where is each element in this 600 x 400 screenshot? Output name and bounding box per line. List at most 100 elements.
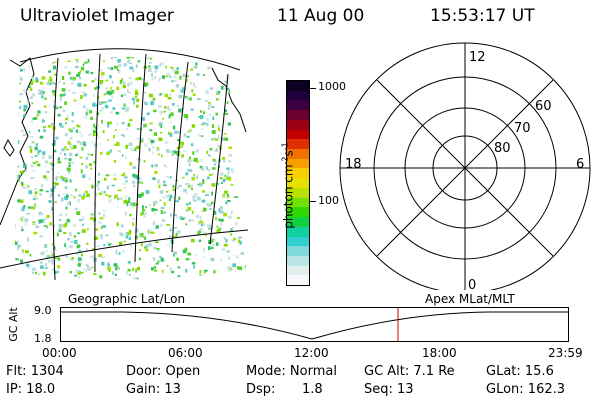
image-pixel (38, 129, 40, 132)
image-pixel (244, 264, 246, 269)
image-pixel (92, 133, 96, 137)
image-pixel (162, 202, 165, 206)
flight-number: Flt: 1304 (6, 364, 64, 379)
image-pixel (80, 169, 83, 174)
image-pixel (77, 259, 80, 262)
image-pixel (181, 145, 184, 148)
image-pixel (202, 231, 207, 234)
image-pixel (30, 120, 34, 124)
image-pixel (81, 147, 84, 151)
image-pixel (165, 149, 170, 153)
image-pixel (94, 126, 98, 129)
image-pixel (145, 244, 150, 248)
image-pixel (113, 159, 117, 163)
image-pixel (154, 48, 157, 50)
image-pixel (30, 277, 33, 280)
image-pixel (122, 81, 126, 84)
image-pixel (125, 235, 128, 239)
image-pixel (81, 195, 85, 200)
image-pixel (243, 48, 247, 51)
image-pixel (218, 218, 220, 221)
image-pixel (219, 172, 224, 176)
image-pixel (222, 283, 224, 285)
image-pixel (44, 263, 47, 267)
image-pixel (121, 78, 123, 82)
image-pixel (165, 194, 170, 198)
image-pixel (197, 52, 200, 55)
image-pixel (172, 184, 175, 188)
image-pixel (227, 256, 231, 260)
lon-grid-line (134, 53, 147, 263)
image-pixel (132, 166, 136, 169)
image-pixel (114, 129, 117, 131)
image-pixel (227, 87, 230, 91)
image-pixel (99, 217, 104, 220)
image-pixel (64, 50, 67, 52)
image-pixel (154, 269, 158, 272)
image-pixel (220, 207, 223, 211)
colorbar-swatch (287, 197, 309, 208)
image-pixel (175, 232, 178, 237)
image-pixel (143, 246, 147, 249)
image-pixel (193, 265, 195, 269)
image-pixel (128, 197, 131, 202)
image-pixel (212, 167, 216, 170)
image-pixel (97, 180, 100, 184)
image-pixel (139, 233, 144, 237)
image-pixel (58, 194, 60, 197)
image-pixel (130, 281, 132, 284)
image-pixel (211, 138, 214, 141)
image-pixel (237, 72, 240, 77)
image-pixel (219, 129, 222, 132)
image-pixel (21, 181, 24, 185)
image-pixel (106, 151, 110, 155)
image-pixel (137, 193, 142, 198)
image-pixel (57, 257, 61, 261)
image-pixel (127, 261, 131, 264)
image-pixel (238, 82, 242, 85)
image-pixel (106, 241, 110, 244)
image-pixel (148, 204, 152, 206)
image-pixel (165, 65, 167, 69)
image-pixel (31, 102, 34, 105)
image-pixel (200, 274, 205, 278)
image-pixel (51, 207, 54, 211)
image-pixel (30, 278, 33, 280)
image-pixel (211, 105, 215, 109)
image-pixel (139, 140, 144, 143)
image-pixel (239, 52, 242, 56)
image-pixel (159, 255, 162, 259)
image-pixel (78, 198, 81, 201)
image-pixel (202, 122, 206, 124)
image-pixel (49, 48, 52, 50)
image-pixel (136, 137, 140, 140)
image-pixel (65, 246, 69, 250)
image-pixel (81, 253, 83, 257)
image-pixel (136, 98, 140, 102)
image-pixel (132, 180, 136, 184)
image-pixel (244, 179, 246, 182)
image-pixel (28, 131, 31, 133)
image-pixel (232, 227, 234, 230)
image-pixel (207, 176, 210, 180)
image-pixel (122, 93, 127, 96)
image-pixel (240, 194, 243, 197)
image-pixel (163, 184, 167, 187)
image-pixel (173, 75, 177, 79)
image-pixel (10, 224, 13, 228)
image-pixel (68, 162, 71, 164)
image-pixel (76, 60, 79, 63)
image-pixel (64, 179, 68, 183)
image-pixel (221, 182, 223, 184)
image-pixel (243, 246, 246, 249)
lat-grid-line (0, 229, 249, 269)
image-pixel (44, 277, 47, 280)
image-pixel (93, 160, 96, 164)
image-pixel (71, 54, 74, 56)
image-pixel (86, 228, 90, 230)
image-pixel (14, 224, 16, 227)
image-pixel (215, 242, 219, 246)
image-pixel (60, 175, 63, 179)
image-pixel (129, 244, 132, 248)
image-pixel (74, 65, 79, 68)
